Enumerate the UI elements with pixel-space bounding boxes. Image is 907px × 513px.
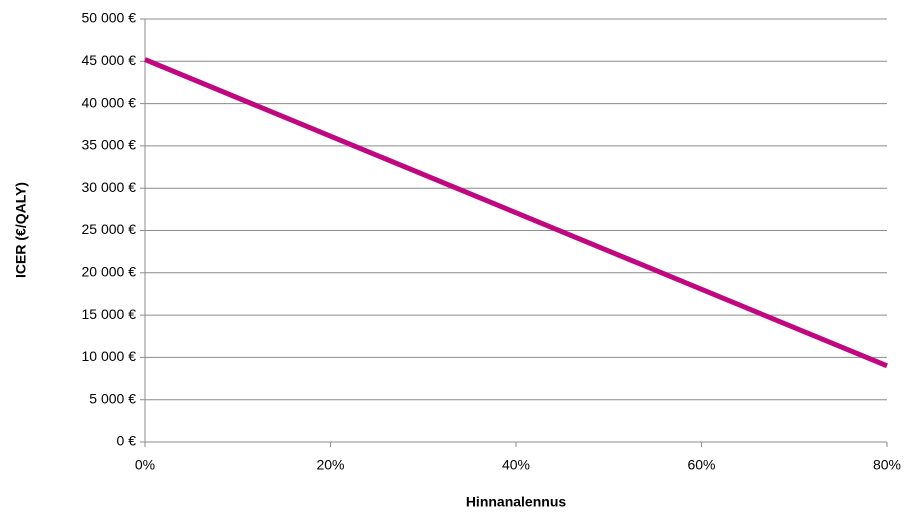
x-tick-label: 0% [135, 457, 155, 473]
y-tick-label: 15 000 € [82, 306, 137, 322]
x-axis-title: Hinnanalennus [466, 494, 567, 510]
y-tick-label: 45 000 € [82, 52, 137, 68]
y-tick-label: 20 000 € [82, 264, 137, 280]
y-tick-label: 25 000 € [82, 221, 137, 237]
y-axis-title: ICER (€/QALY) [13, 182, 29, 278]
y-tick-label: 10 000 € [82, 348, 137, 364]
y-tick-label: 5 000 € [89, 390, 136, 406]
y-tick-label: 30 000 € [82, 179, 137, 195]
x-tick-label: 20% [316, 457, 344, 473]
y-tick-label: 35 000 € [82, 137, 137, 153]
series-line [144, 57, 888, 369]
y-tick-label: 0 € [117, 433, 137, 449]
x-tick-label: 80% [873, 457, 901, 473]
y-tick-label: 40 000 € [82, 94, 137, 110]
x-tick-label: 40% [502, 457, 530, 473]
x-tick-label: 60% [687, 457, 715, 473]
y-tick-label: 50 000 € [82, 10, 137, 26]
